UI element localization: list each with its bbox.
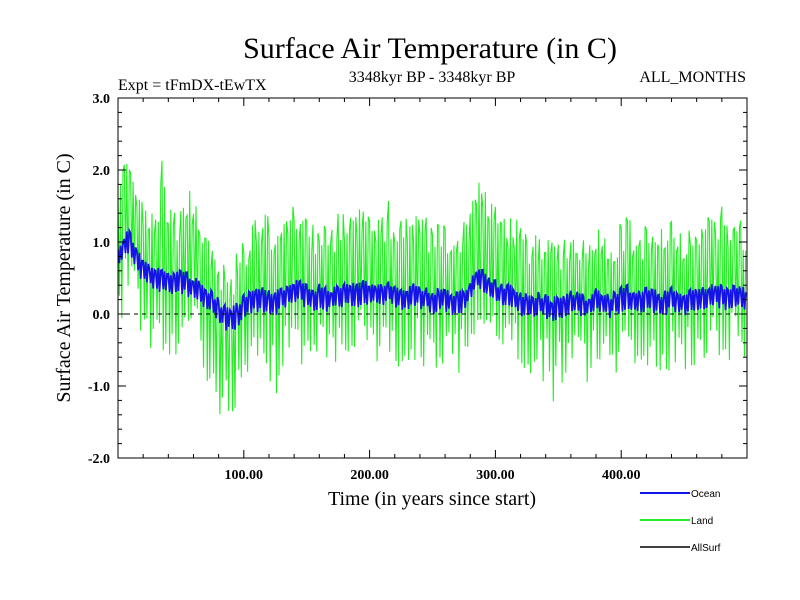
y-tick-label: 1.0 (93, 236, 111, 251)
plot-frame (117, 97, 748, 459)
y-tick-label: 3.0 (93, 92, 111, 107)
x-tick-label: 300.00 (476, 468, 515, 483)
x-tick-label: 200.00 (350, 468, 389, 483)
y-tick-label: 0.0 (93, 308, 111, 323)
axes: -2.0 -1.0 0.0 1.0 2.0 3.0 100.00 200.00 300.00 40… (88, 92, 747, 483)
legend-allsurf-label: AllSurf (691, 543, 721, 554)
x-axis-label: Time (in years since start) (328, 488, 536, 510)
y-tick-label: 2.0 (93, 164, 111, 179)
x-tick-label: 100.00 (225, 468, 264, 483)
legend-ocean-label: Ocean (691, 489, 720, 500)
legend: Ocean Land AllSurf (640, 489, 721, 554)
chart-subtitle-experiment: Expt = tFmDX-tEwTX (118, 77, 267, 94)
legend-land-label: Land (691, 516, 713, 527)
chart-subtitle-months: ALL_MONTHS (639, 69, 746, 86)
y-tick-label: -2.0 (88, 452, 110, 467)
x-tick-label: 400.00 (602, 468, 641, 483)
series-land-line (118, 160, 747, 415)
plot-area (118, 160, 747, 415)
chart-subtitle-period: 3348kyr BP - 3348kyr BP (349, 69, 516, 86)
series-ocean-line (118, 227, 747, 331)
chart-title: Surface Air Temperature (in C) (243, 32, 617, 65)
y-tick-label: -1.0 (88, 380, 110, 395)
y-axis-label: Surface Air Temperature (in C) (53, 153, 75, 402)
